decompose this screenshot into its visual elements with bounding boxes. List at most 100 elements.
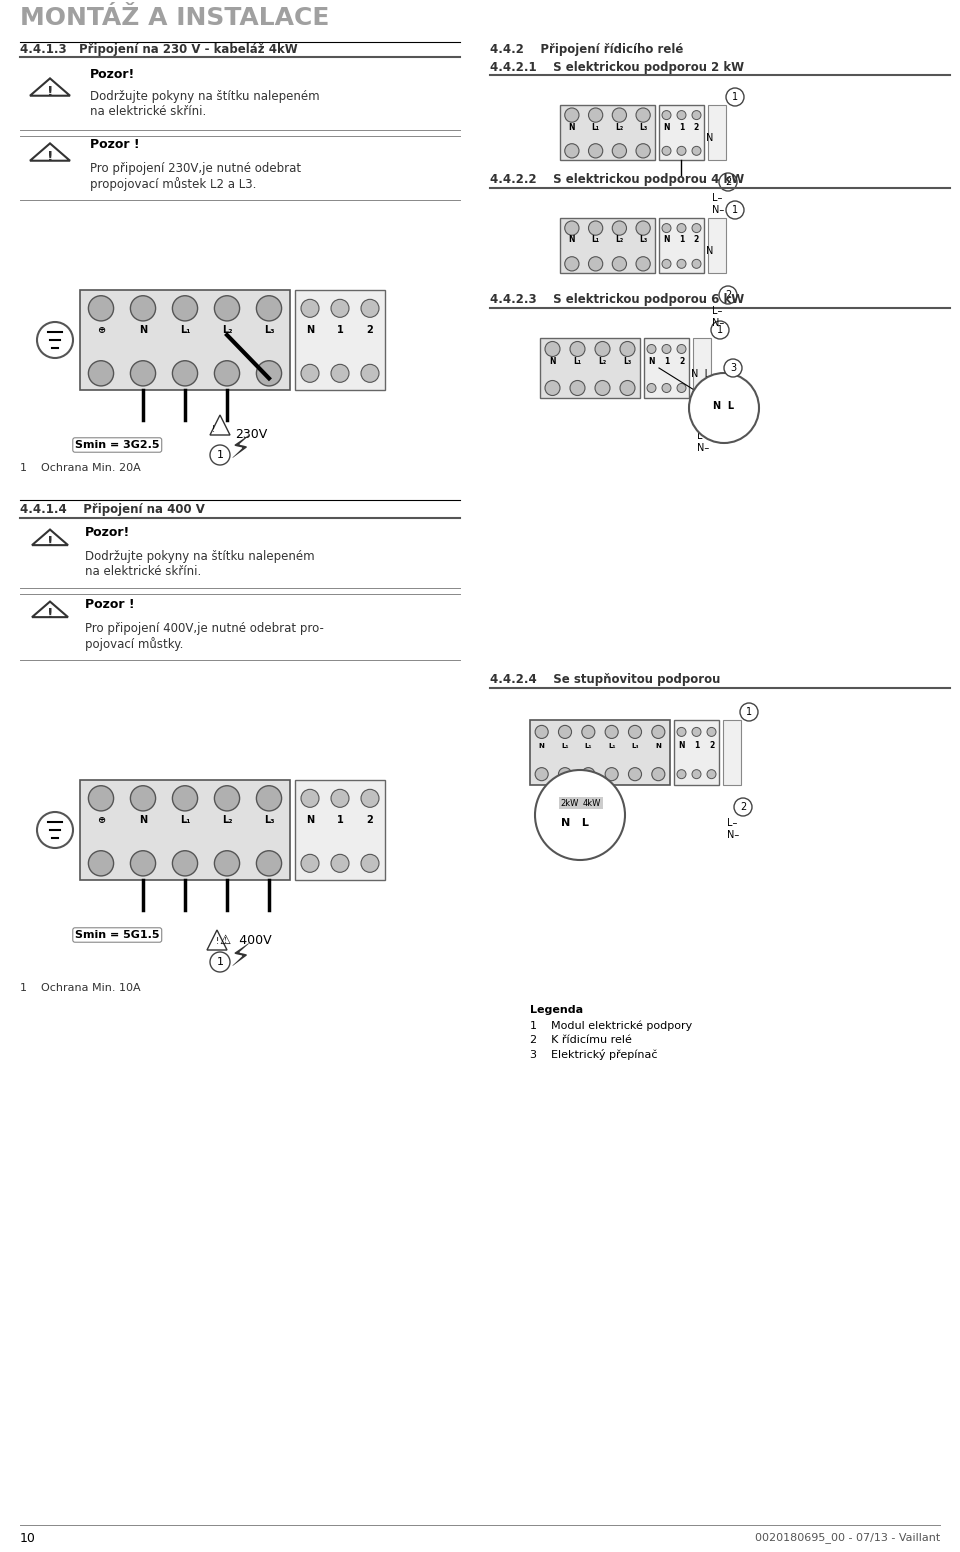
Circle shape [301,790,319,807]
Text: 10: 10 [20,1532,36,1544]
Polygon shape [30,79,70,96]
Text: N: N [549,357,556,366]
Text: N  L: N L [691,369,710,379]
Circle shape [588,220,603,236]
Text: 4.4.1.3   Připojení na 230 V - kabeláž 4kW: 4.4.1.3 Připojení na 230 V - kabeláž 4kW [20,43,298,56]
Circle shape [564,256,579,272]
Text: 2    K řídicímu relé: 2 K řídicímu relé [530,1035,632,1044]
Text: L₃: L₃ [264,324,275,335]
Text: Pro připojení 230V,je nutné odebrat
propojovací můstek L2 a L3.: Pro připojení 230V,je nutné odebrat prop… [90,161,301,191]
Bar [644,338,689,397]
Circle shape [707,770,716,779]
Text: N–: N– [712,205,724,216]
Text: 2: 2 [367,324,373,335]
Circle shape [612,256,627,272]
Text: 230V: 230V [235,428,267,441]
Circle shape [582,725,595,739]
Text: Pro připojení 400V,je nutné odebrat pro-
pojovací můstky.: Pro připojení 400V,je nutné odebrat pro-… [85,622,324,652]
Bar [560,217,655,273]
Text: N: N [663,123,670,132]
Text: 4kW: 4kW [583,798,601,807]
Polygon shape [32,529,68,545]
Text: 1: 1 [732,205,738,216]
Bar [723,720,741,785]
Circle shape [88,785,113,812]
Text: L₁: L₁ [591,236,600,245]
Circle shape [734,798,752,816]
Circle shape [545,380,560,396]
Text: 1: 1 [694,742,699,751]
Circle shape [662,223,671,233]
Circle shape [559,768,571,781]
Text: L₂: L₂ [222,815,232,826]
Circle shape [37,812,73,847]
Text: Dodržujte pokyny na štítku nalepeném
na elektrické skříni.: Dodržujte pokyny na štítku nalepeném na … [90,90,320,118]
Circle shape [595,341,610,357]
Text: ⚡: ⚡ [229,944,251,973]
Text: MONTÁŽ A INSTALACE: MONTÁŽ A INSTALACE [20,6,329,29]
Circle shape [256,360,281,386]
Bar [530,720,670,785]
Text: N–: N– [712,318,724,327]
Text: L₁: L₁ [180,324,190,335]
Text: 2: 2 [709,414,716,425]
Circle shape [677,110,686,120]
Text: L₃: L₃ [639,236,647,245]
Bar [80,290,290,390]
Circle shape [301,365,319,382]
Text: !: ! [47,535,53,549]
Text: 2kW: 2kW [561,798,579,807]
Circle shape [726,88,744,106]
Text: L₁: L₁ [608,743,615,750]
Circle shape [692,223,701,233]
Text: N  L: N L [713,400,734,411]
Bar [560,106,655,160]
Circle shape [37,321,73,359]
Text: N: N [706,247,713,256]
Circle shape [726,202,744,219]
Circle shape [535,770,625,860]
Circle shape [173,850,198,875]
Text: Dodržujte pokyny na štítku nalepeném
na elektrické skříni.: Dodržujte pokyny na štítku nalepeném na … [85,549,315,577]
Circle shape [692,110,701,120]
Text: N: N [648,357,655,366]
Text: 1    Ochrana Min. 20A: 1 Ochrana Min. 20A [20,462,141,473]
Circle shape [331,790,349,807]
Circle shape [214,296,240,321]
Circle shape [214,850,240,875]
Circle shape [559,725,571,739]
Text: 2: 2 [740,802,746,812]
Circle shape [677,345,686,354]
Circle shape [704,411,722,428]
Text: 2: 2 [725,177,732,186]
Text: !: ! [47,85,53,99]
Circle shape [564,220,579,236]
Text: !: ! [211,425,215,433]
Circle shape [131,360,156,386]
Text: L₃: L₃ [623,357,632,366]
Circle shape [652,725,665,739]
Text: 4.4.1.4    Připojení na 400 V: 4.4.1.4 Připojení na 400 V [20,503,204,517]
Circle shape [612,220,627,236]
Text: N: N [568,236,575,245]
Bar [659,106,704,160]
Text: Smin = 3G2.5: Smin = 3G2.5 [75,441,159,450]
Text: !: ! [215,937,219,947]
Text: L₁: L₁ [180,815,190,826]
Text: 1: 1 [337,324,344,335]
Text: 4.4.2    Připojení řídicího relé: 4.4.2 Připojení řídicího relé [490,43,684,56]
Circle shape [361,300,379,317]
Circle shape [173,785,198,812]
Text: 1: 1 [732,92,738,102]
Circle shape [629,725,641,739]
Text: 2: 2 [694,236,699,245]
Text: N: N [306,324,314,335]
Polygon shape [210,414,230,435]
Circle shape [535,768,548,781]
Circle shape [301,854,319,872]
Circle shape [692,770,701,779]
Text: N: N [706,133,713,143]
Circle shape [173,296,198,321]
Text: Pozor !: Pozor ! [85,598,134,610]
Circle shape [636,144,650,158]
